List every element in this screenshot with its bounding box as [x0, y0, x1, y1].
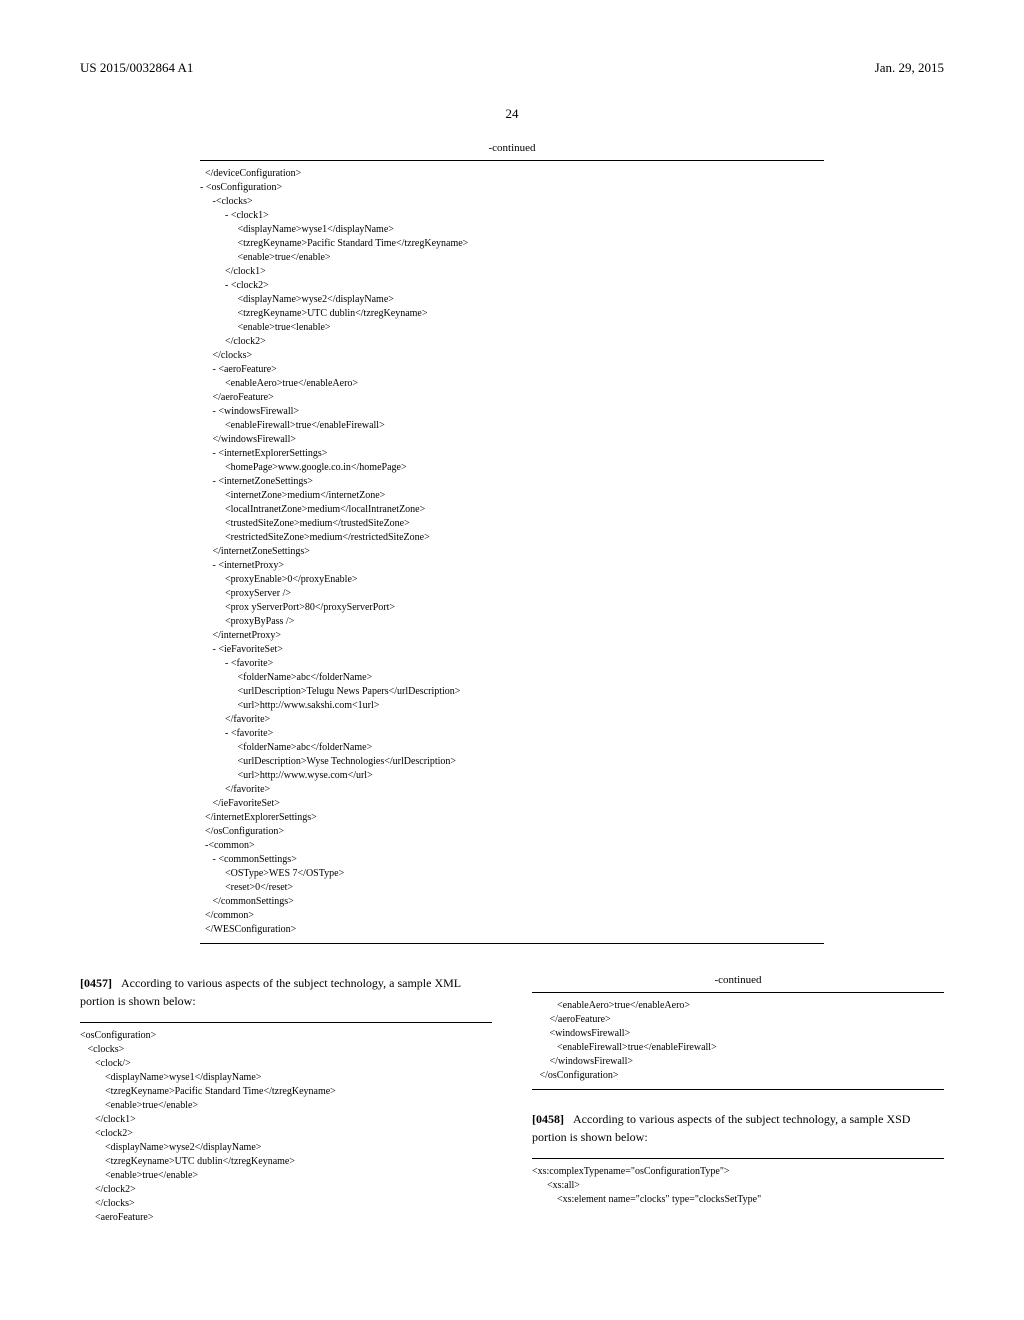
- page-number: 24: [80, 106, 944, 122]
- right-column: -continued <enableAero>true</enableAero>…: [532, 974, 944, 1231]
- paragraph-0457: [0457] According to various aspects of t…: [80, 974, 492, 1010]
- right-xsd-code: <xs:complexTypename="osConfigurationType…: [532, 1158, 944, 1213]
- two-column-layout: [0457] According to various aspects of t…: [80, 974, 944, 1231]
- continued-label-right: -continued: [532, 974, 944, 986]
- header-left: US 2015/0032864 A1: [80, 60, 193, 76]
- continued-label-top: -continued: [200, 142, 824, 154]
- right-xml-code-top: <enableAero>true</enableAero> </aeroFeat…: [532, 992, 944, 1090]
- header-right: Jan. 29, 2015: [875, 60, 944, 76]
- main-xml-code: </deviceConfiguration> - <osConfiguratio…: [200, 160, 824, 944]
- left-xml-code: <osConfiguration> <clocks> <clock/> <dis…: [80, 1022, 492, 1231]
- para-text-0457: According to various aspects of the subj…: [80, 976, 461, 1008]
- para-text-0458: According to various aspects of the subj…: [532, 1112, 910, 1144]
- para-num-0458: [0458]: [532, 1112, 564, 1126]
- page-header: US 2015/0032864 A1 Jan. 29, 2015: [80, 60, 944, 76]
- main-code-section: -continued </deviceConfiguration> - <osC…: [200, 142, 824, 944]
- paragraph-0458: [0458] According to various aspects of t…: [532, 1110, 944, 1146]
- para-num-0457: [0457]: [80, 976, 112, 990]
- page-container: US 2015/0032864 A1 Jan. 29, 2015 24 -con…: [0, 0, 1024, 1271]
- left-column: [0457] According to various aspects of t…: [80, 974, 492, 1231]
